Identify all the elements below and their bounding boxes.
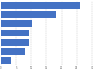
Bar	[1, 30, 29, 36]
Bar	[1, 57, 11, 64]
Bar	[1, 2, 80, 9]
Bar	[1, 11, 56, 18]
Bar	[1, 48, 25, 55]
Bar	[1, 39, 29, 46]
Bar	[1, 20, 32, 27]
